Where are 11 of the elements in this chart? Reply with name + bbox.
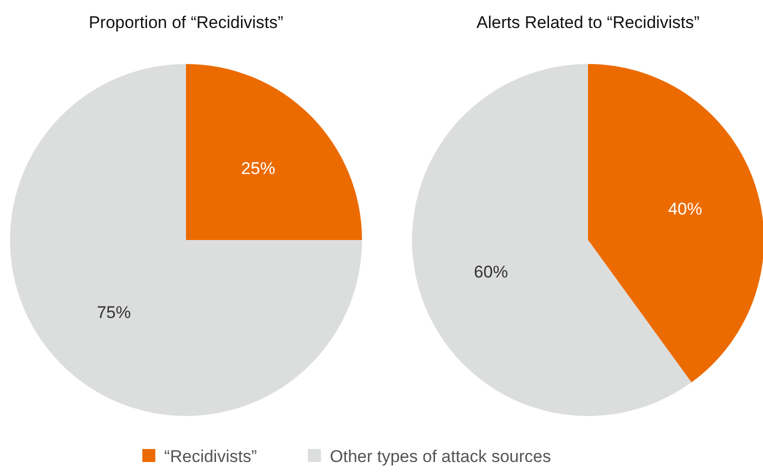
pie-slice [588, 64, 763, 382]
data-label: 75% [96, 303, 131, 322]
data-label: 40% [668, 199, 702, 218]
data-label: 60% [474, 262, 508, 282]
data-label: 25% [241, 158, 276, 178]
legend-label: Other types of attack sources [330, 446, 552, 466]
pie-slice [186, 64, 362, 240]
chart-title: Alerts Related to “Recidivists” [476, 13, 700, 32]
chart-title: Proportion of “Recidivists” [88, 13, 284, 32]
pie-slice [10, 64, 362, 416]
legend-label: “Recidivists” [164, 446, 258, 466]
